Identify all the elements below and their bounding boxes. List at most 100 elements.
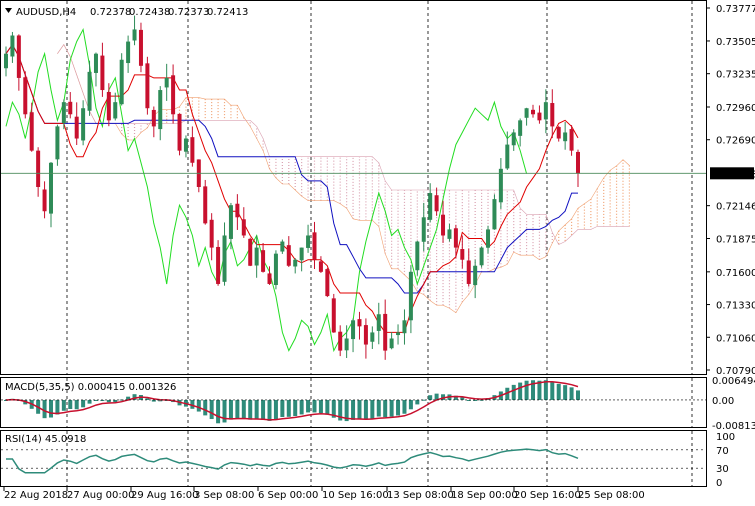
candle-body bbox=[550, 103, 555, 127]
x-tick-label: 13 Sep 08:00 bbox=[387, 490, 454, 501]
candlestick-series bbox=[4, 15, 580, 360]
candle-body bbox=[537, 112, 542, 121]
y-tick-label: 0.70790 bbox=[716, 366, 755, 377]
candle-body bbox=[145, 63, 150, 109]
candle-body bbox=[312, 232, 317, 260]
macd-histogram-bar bbox=[453, 395, 458, 400]
candle-body bbox=[183, 138, 188, 152]
macd-histogram-bar bbox=[511, 384, 516, 400]
candle-body bbox=[113, 102, 118, 119]
y-tick-label: 0.71875 bbox=[716, 235, 755, 246]
macd-histogram-bar bbox=[286, 399, 291, 417]
macd-histogram-bar bbox=[235, 399, 240, 419]
candle-body bbox=[119, 59, 124, 105]
candle-body bbox=[389, 338, 394, 349]
macd-histogram-bar bbox=[363, 399, 368, 420]
y-tick-label: 0.73777 bbox=[716, 4, 755, 15]
candle-body bbox=[158, 90, 163, 130]
candle-body bbox=[293, 259, 298, 267]
rsi-y-label: 30 bbox=[716, 464, 729, 475]
candle-body bbox=[370, 332, 375, 342]
x-tick-label: 22 Aug 2018 bbox=[4, 490, 68, 501]
macd-histogram-bar bbox=[434, 393, 439, 400]
kijun-sen bbox=[5, 43, 578, 294]
macd-histogram-bar bbox=[280, 399, 285, 417]
candle-body bbox=[280, 241, 285, 252]
macd-histogram-bar bbox=[524, 380, 529, 400]
ichimoku-lines bbox=[5, 27, 630, 353]
candle-body bbox=[203, 186, 208, 224]
candle-body bbox=[42, 189, 47, 212]
candle-body bbox=[248, 238, 253, 266]
candle-body bbox=[396, 332, 401, 336]
x-tick-label: 6 Sep 00:00 bbox=[258, 490, 318, 501]
candle-body bbox=[498, 168, 503, 203]
candle-body bbox=[273, 253, 278, 286]
x-tick-label: 10 Sep 16:00 bbox=[322, 490, 389, 501]
macd-histogram-bar bbox=[68, 399, 73, 409]
candle-body bbox=[531, 109, 536, 115]
candle-body bbox=[383, 313, 388, 351]
rsi-indicator: 100 70 30 0 bbox=[1, 432, 735, 489]
macd-y-label: 0.00 bbox=[712, 396, 734, 407]
macd-histogram-bar bbox=[441, 394, 446, 400]
candle-body bbox=[87, 71, 92, 111]
candle-body bbox=[441, 214, 446, 236]
macd-histogram-bar bbox=[408, 399, 413, 410]
candle-body bbox=[100, 55, 105, 91]
macd-label: MACD(5,35,5) 0.000415 0.001326 bbox=[5, 382, 176, 393]
candle-body bbox=[357, 319, 362, 327]
ichimoku-cloud bbox=[121, 97, 631, 313]
last-price-label: 0.72413 bbox=[716, 169, 755, 180]
macd-histogram-bar bbox=[241, 399, 246, 419]
candle-body bbox=[466, 260, 471, 284]
candle-body bbox=[241, 219, 246, 236]
rsi-line bbox=[6, 448, 579, 474]
candle-body bbox=[421, 217, 426, 242]
candle-body bbox=[434, 195, 439, 212]
candle-body bbox=[235, 203, 240, 218]
candle-body bbox=[16, 35, 21, 78]
macd-histogram-bar bbox=[531, 380, 536, 400]
candle-body bbox=[209, 219, 214, 248]
candle-body bbox=[338, 331, 343, 351]
macd-histogram-bar bbox=[556, 383, 561, 400]
candle-body bbox=[171, 75, 176, 115]
macd-histogram-bar bbox=[293, 399, 298, 417]
macd-histogram-bar bbox=[466, 399, 471, 401]
macd-histogram-bar bbox=[351, 399, 356, 420]
macd-histogram-bar bbox=[48, 399, 53, 418]
macd-histogram-bar bbox=[473, 399, 478, 401]
macd-histogram-bar bbox=[42, 399, 47, 419]
macd-histogram-bar bbox=[261, 399, 266, 421]
price-axis: 0.73777 0.73505 0.73235 0.72960 0.72690 0.721… bbox=[1, 4, 755, 377]
candle-body bbox=[556, 127, 561, 139]
candle-body bbox=[331, 298, 336, 333]
rsi-label: RSI(14) 45.0918 bbox=[5, 434, 86, 445]
macd-histogram-bar bbox=[267, 399, 272, 421]
collapse-triangle-icon[interactable] bbox=[5, 8, 12, 13]
candle-body bbox=[74, 116, 79, 139]
y-tick-label: 0.72146 bbox=[716, 202, 755, 213]
main-panel-border bbox=[0, 0, 707, 375]
macd-histogram-bar bbox=[312, 399, 317, 413]
macd-histogram-bar bbox=[113, 399, 118, 403]
candle-body bbox=[29, 112, 34, 151]
candle-body bbox=[68, 101, 73, 115]
candle-body bbox=[569, 129, 574, 151]
macd-panel-border bbox=[0, 377, 707, 428]
candle-body bbox=[473, 265, 478, 286]
macd-histogram-bar bbox=[344, 399, 349, 422]
candle-body bbox=[254, 247, 259, 266]
candle-body bbox=[106, 91, 111, 121]
candle-body bbox=[10, 35, 15, 57]
candle-body bbox=[55, 126, 60, 160]
rsi-y-label: 100 bbox=[716, 432, 735, 443]
macd-signal-line bbox=[5, 381, 579, 421]
candle-body bbox=[344, 338, 349, 351]
macd-histogram-bar bbox=[126, 396, 131, 400]
macd-histogram-bar bbox=[518, 382, 523, 400]
macd-histogram-bar bbox=[196, 399, 201, 412]
